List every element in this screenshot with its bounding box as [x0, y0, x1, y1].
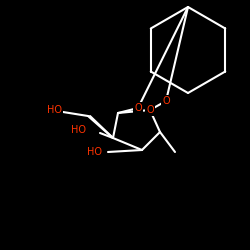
Text: O: O [134, 103, 142, 113]
Text: HO: HO [70, 125, 86, 135]
Text: O: O [162, 96, 170, 106]
Text: HO: HO [88, 147, 102, 157]
Text: HO: HO [48, 105, 62, 115]
Text: O: O [146, 105, 154, 115]
